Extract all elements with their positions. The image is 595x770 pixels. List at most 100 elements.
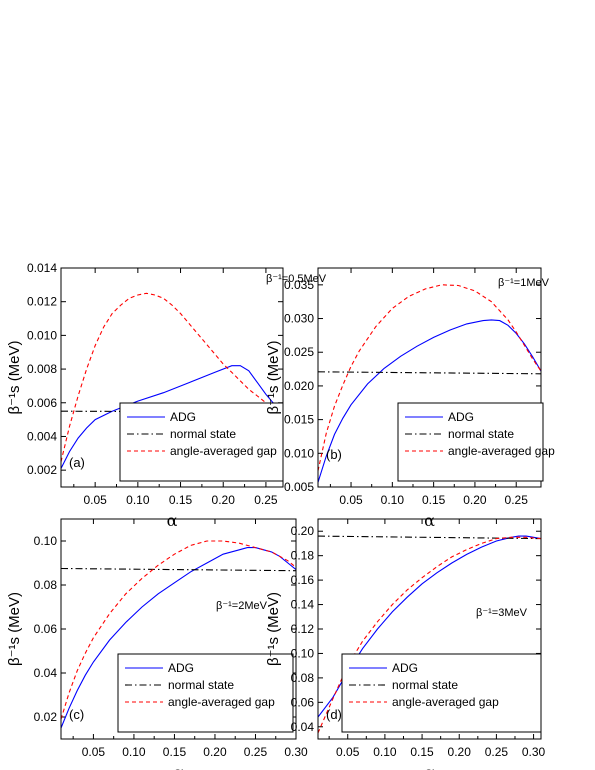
legend-box	[117, 653, 294, 733]
x-tick-label: 0.20	[212, 493, 236, 507]
parameter-label: β⁻¹=2MeV	[216, 600, 268, 612]
y-tick-label: 0.20	[291, 524, 315, 538]
x-tick-label: 0.10	[381, 493, 405, 507]
legend: ADG normal state angle-averaged gap	[341, 653, 542, 733]
x-tick-label: 0.25	[244, 745, 268, 759]
y-tick-label: 0.035	[284, 278, 314, 292]
y-tick-label: 0.005	[284, 480, 314, 494]
series-line-normal-state	[318, 535, 541, 540]
y-axis-label: β⁻¹s (MeV)	[265, 592, 282, 666]
panel-tag: (a)	[69, 455, 85, 470]
legend: ADG normal state angle-averaged gap	[117, 653, 294, 733]
y-tick-label: 0.06	[291, 695, 315, 709]
x-tick-label: 0.20	[448, 745, 472, 759]
x-tick-label: 0.30	[284, 745, 308, 759]
x-axis-label: α	[424, 511, 435, 530]
panel-d: 0.05 0.10 0.15 0.20 0.25 0.30 0.04 0.06 0.08 0.10…	[265, 518, 546, 770]
x-tick-label: 0.15	[169, 493, 193, 507]
y-tick-label: 0.08	[291, 671, 315, 685]
legend-box	[119, 402, 284, 482]
x-tick-label: 0.30	[522, 745, 546, 759]
series-line-angle-averaged-gap	[318, 284, 541, 471]
x-tick-label: 0.10	[126, 493, 150, 507]
x-tick-label: 0.25	[254, 493, 278, 507]
y-tick-label: 0.002	[27, 463, 57, 477]
legend-entry: angle-averaged gap	[392, 695, 499, 709]
y-tick-label: 0.014	[27, 261, 57, 275]
y-tick-label: 0.010	[27, 328, 57, 342]
x-tick-label: 0.15	[410, 745, 434, 759]
legend-entry: ADG	[448, 410, 474, 424]
x-tick-label: 0.10	[373, 745, 397, 759]
x-tick-label: 0.05	[339, 493, 363, 507]
legend-box	[397, 402, 544, 482]
series-line-angle-averaged-gap	[61, 292, 283, 462]
y-tick-label: 0.08	[34, 578, 58, 592]
plot-frame	[60, 267, 284, 488]
legend: ADG normal state angle-averaged gap	[119, 402, 284, 482]
y-tick-label: 0.14	[291, 598, 315, 612]
y-tick-label: 0.04	[291, 720, 315, 734]
x-axis-label: α	[167, 511, 178, 530]
legend-entry: normal state	[170, 427, 236, 441]
x-axis-label: α	[173, 763, 184, 770]
plot-frame	[317, 267, 542, 488]
x-tick-label: 0.20	[203, 745, 227, 759]
series-line-adg	[61, 365, 283, 469]
y-axis-label: β⁻¹s (MeV)	[6, 592, 23, 666]
x-tick-label: 0.10	[122, 745, 146, 759]
y-tick-label: 0.025	[284, 345, 314, 359]
x-tick-label: 0.15	[163, 745, 187, 759]
series-line-angle-averaged-gap	[318, 536, 541, 734]
panel-tag: (d)	[326, 707, 342, 722]
x-tick-label: 0.05	[83, 493, 107, 507]
y-tick-label: 0.004	[27, 429, 57, 443]
plot-frame	[60, 518, 297, 740]
series-line-adg	[318, 535, 541, 718]
panel-b: 0.05 0.10 0.15 0.20 0.25 0.005 0.010 0.015 0.020…	[265, 267, 555, 530]
y-tick-label: 0.06	[34, 622, 58, 636]
parameter-label: β⁻¹=0.5MeV	[266, 273, 327, 285]
series-line-normal-state	[318, 371, 541, 375]
panel-tag: (c)	[69, 707, 84, 722]
y-axis-label: β⁻¹s (MeV)	[6, 340, 23, 414]
legend: ADG normal state angle-averaged gap	[397, 402, 555, 482]
y-tick-label: 0.008	[27, 362, 57, 376]
y-tick-label: 0.02	[34, 710, 58, 724]
y-tick-label: 0.16	[291, 573, 315, 587]
y-tick-label: 0.10	[34, 534, 58, 548]
x-tick-label: 0.05	[82, 745, 106, 759]
series-line-normal-state	[61, 567, 296, 572]
legend-entry: angle-averaged gap	[170, 444, 277, 458]
panel-c: 0.05 0.10 0.15 0.20 0.25 0.30 0.02 0.04 0.06 0.08…	[6, 518, 308, 770]
panel-tag: (b)	[326, 447, 342, 462]
y-tick-label: 0.030	[284, 312, 314, 326]
x-tick-label: 0.25	[505, 493, 529, 507]
y-tick-label: 0.020	[284, 379, 314, 393]
legend-entry: normal state	[392, 678, 458, 692]
x-tick-label: 0.05	[336, 745, 360, 759]
legend-entry: angle-averaged gap	[448, 444, 555, 458]
y-tick-label: 0.012	[27, 295, 57, 309]
x-tick-label: 0.25	[485, 745, 509, 759]
y-tick-label: 0.010	[284, 446, 314, 460]
y-tick-label: 0.006	[27, 396, 57, 410]
x-tick-label: 0.20	[463, 493, 487, 507]
y-tick-label: 0.015	[284, 413, 314, 427]
legend-entry: ADG	[168, 661, 194, 675]
y-tick-label: 0.10	[291, 646, 315, 660]
y-tick-label: 0.04	[34, 666, 58, 680]
x-axis-label: α	[424, 763, 435, 770]
y-tick-label: 0.18	[291, 549, 315, 563]
plot-frame	[317, 518, 542, 740]
series-line-adg	[318, 319, 541, 483]
panel-a: 0.05 0.10 0.15 0.20 0.25 0.002 0.004 0.006 0.008…	[6, 261, 327, 530]
y-tick-label: 0.12	[291, 622, 315, 636]
legend-entry: ADG	[392, 661, 418, 675]
legend-entry: ADG	[170, 410, 196, 424]
legend-entry: normal state	[448, 427, 514, 441]
legend-entry: angle-averaged gap	[168, 695, 275, 709]
parameter-label: β⁻¹=3MeV	[476, 607, 528, 619]
x-tick-label: 0.15	[422, 493, 446, 507]
